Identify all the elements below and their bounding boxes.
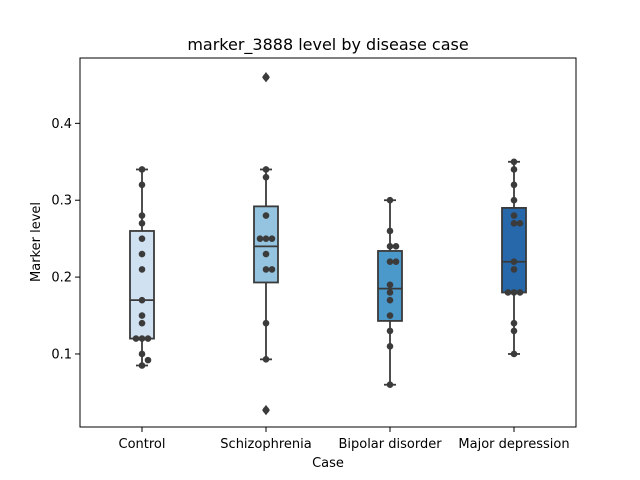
data-point-major-depression [510, 258, 518, 266]
data-point-control [138, 181, 146, 189]
plot-frame [79, 57, 577, 428]
data-point-major-depression [510, 319, 518, 327]
data-point-bipolar-disorder [386, 227, 394, 235]
data-point-bipolar-disorder [386, 342, 394, 350]
data-point-schizophrenia [262, 266, 270, 273]
data-point-control [138, 235, 146, 242]
data-point-control [138, 362, 146, 369]
data-point-bipolar-disorder [392, 258, 400, 266]
data-point-major-depression [516, 219, 524, 227]
data-point-bipolar-disorder [386, 281, 394, 289]
y-tick-label: 0.3 [51, 194, 72, 209]
data-point-schizophrenia [268, 235, 276, 242]
x-axis-title: Case [312, 456, 344, 471]
data-point-major-depression [510, 158, 518, 166]
data-point-bipolar-disorder [386, 327, 394, 335]
data-point-bipolar-disorder [386, 196, 394, 204]
data-point-control [138, 219, 146, 227]
data-point-major-depression [510, 166, 518, 173]
data-point-control [132, 335, 140, 342]
data-point-control [138, 266, 146, 273]
data-point-schizophrenia [262, 166, 270, 173]
data-point-control [138, 250, 146, 258]
data-point-major-depression [510, 350, 518, 358]
data-point-bipolar-disorder [386, 243, 394, 250]
data-point-schizophrenia [262, 73, 270, 81]
data-point-schizophrenia [256, 235, 264, 242]
chart-title: marker_3888 level by disease case [187, 35, 468, 55]
y-axis-title: Marker level [29, 202, 44, 282]
plot-area: 0.1 0.2 0.3 0.4 Control Schizophrenia Bipolar … [51, 72, 570, 452]
y-tick-label: 0.4 [51, 117, 72, 132]
data-point-control [144, 335, 152, 342]
data-point-control [144, 356, 152, 364]
data-point-bipolar-disorder [386, 381, 394, 389]
data-point-major-depression [510, 327, 518, 335]
data-point-bipolar-disorder [392, 243, 400, 250]
data-point-schizophrenia [262, 356, 270, 363]
x-tick-label-bipolar-disorder: Bipolar disorder [338, 437, 442, 452]
data-point-control [138, 312, 146, 319]
y-tick-label: 0.2 [51, 271, 72, 286]
data-point-control [138, 166, 146, 173]
data-point-schizophrenia [262, 212, 270, 219]
data-point-schizophrenia [262, 235, 270, 242]
data-point-schizophrenia [262, 250, 270, 258]
data-point-major-depression [516, 289, 524, 296]
data-point-bipolar-disorder [386, 289, 394, 296]
data-point-control [138, 319, 146, 327]
data-point-bipolar-disorder [386, 258, 394, 266]
data-point-bipolar-disorder [386, 296, 394, 304]
data-point-major-depression [510, 212, 518, 219]
data-point-control [138, 212, 146, 219]
data-point-control [138, 335, 146, 342]
data-point-major-depression [510, 289, 518, 296]
data-point-control [138, 296, 146, 304]
data-point-major-depression [510, 196, 518, 204]
data-point-control [138, 350, 146, 358]
data-point-bipolar-disorder [386, 312, 394, 319]
data-point-major-depression [510, 266, 518, 273]
x-tick-label-control: Control [119, 437, 166, 452]
data-point-schizophrenia [262, 319, 270, 327]
x-tick-label-schizophrenia: Schizophrenia [220, 437, 311, 452]
data-point-major-depression [510, 219, 518, 227]
data-point-schizophrenia [262, 173, 270, 181]
data-point-schizophrenia [268, 266, 276, 273]
data-point-schizophrenia [262, 406, 270, 414]
x-tick-label-major-depression: Major depression [458, 437, 569, 452]
data-point-major-depression [504, 289, 512, 296]
data-point-major-depression [510, 181, 518, 189]
y-tick-label: 0.1 [51, 347, 72, 362]
